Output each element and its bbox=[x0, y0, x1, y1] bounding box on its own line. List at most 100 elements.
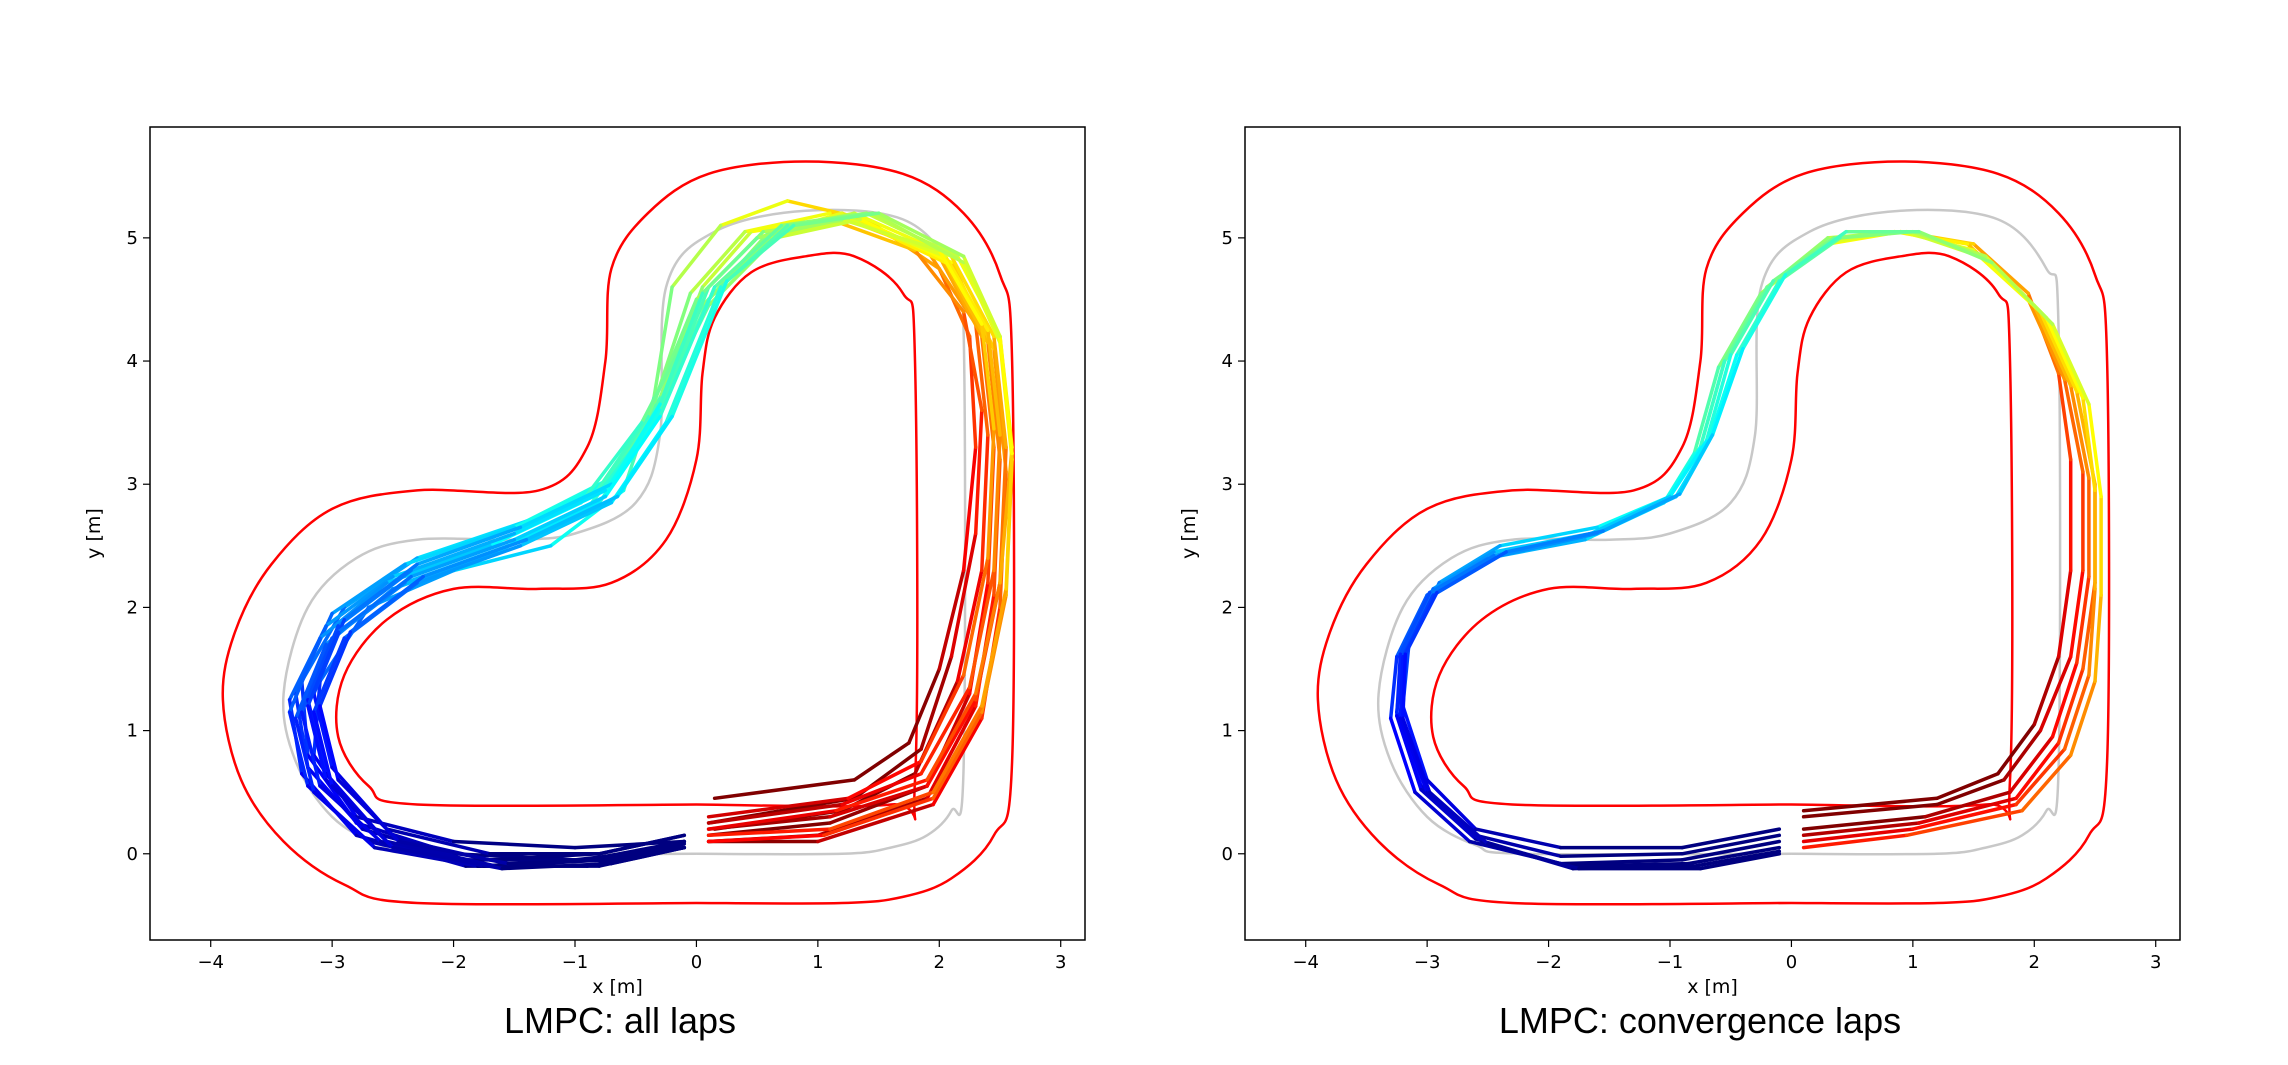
x-tick-label: −1 bbox=[1657, 952, 1684, 973]
lap-segment bbox=[998, 334, 1014, 456]
lap-segment bbox=[961, 445, 978, 573]
y-axis-label: y [m] bbox=[83, 508, 105, 559]
x-tick-label: 2 bbox=[2029, 952, 2040, 973]
lap-segment bbox=[1504, 529, 1605, 554]
lap-segment bbox=[700, 236, 759, 296]
lap-segment bbox=[1401, 716, 1432, 794]
lap-segment bbox=[1801, 802, 1939, 819]
lap-segment bbox=[306, 624, 340, 702]
x-tick-label: 0 bbox=[1786, 952, 1797, 973]
y-tick-label: 4 bbox=[127, 351, 138, 372]
y-tick-label: 0 bbox=[127, 844, 138, 865]
lap-segment bbox=[706, 802, 844, 825]
lap-segment bbox=[1692, 365, 1721, 456]
lap-segment bbox=[1911, 802, 2018, 831]
lap-segment bbox=[1707, 353, 1739, 443]
lap-segment bbox=[925, 704, 978, 801]
lap-segment bbox=[397, 839, 510, 866]
lap-segment bbox=[2068, 383, 2091, 480]
lap-segment bbox=[342, 562, 419, 622]
lap-segment bbox=[664, 285, 723, 425]
lap-segment bbox=[688, 229, 747, 296]
lap-trajectory-4 bbox=[287, 211, 996, 868]
lap-segment bbox=[2068, 679, 2097, 757]
lap-segment bbox=[318, 704, 340, 782]
lap-segment bbox=[2002, 728, 2043, 782]
y-tick-label: 3 bbox=[127, 474, 138, 495]
lap-segment bbox=[1917, 229, 1994, 265]
lap-segment bbox=[816, 796, 929, 838]
lap-segment bbox=[1425, 790, 1484, 844]
y-axis-label: y [m] bbox=[1178, 508, 1200, 559]
lap-segment bbox=[961, 556, 990, 677]
lap-segment bbox=[403, 525, 517, 567]
lap-segment bbox=[822, 796, 935, 838]
lap-segment bbox=[385, 839, 498, 868]
lap-segment bbox=[591, 414, 650, 499]
lap-segment bbox=[1401, 652, 1408, 721]
lap-segment bbox=[2081, 396, 2097, 493]
lap-segment bbox=[2093, 593, 2103, 684]
lap-segment bbox=[1698, 852, 1782, 871]
x-tick-label: −3 bbox=[319, 952, 346, 973]
lap-segment bbox=[597, 833, 687, 856]
lap-segment bbox=[1435, 550, 1508, 595]
lap-segment bbox=[293, 642, 328, 721]
x-tick-label: −2 bbox=[440, 952, 467, 973]
panel-all-laps: −4 −3 −2 −1 0 1 2 3 0 1 2 3 4 5 x [m] y [m] bbox=[83, 126, 1086, 998]
lap-segment bbox=[931, 710, 984, 801]
lap-segment bbox=[1004, 451, 1014, 591]
lap-segment bbox=[1783, 229, 1848, 277]
caption-all-laps: LMPC: all laps bbox=[503, 1000, 737, 1041]
lap-segment bbox=[992, 433, 1002, 573]
lap-segment bbox=[1741, 273, 1788, 351]
lap-segment bbox=[2014, 741, 2061, 801]
lap-segment bbox=[840, 217, 942, 252]
lap-segment bbox=[840, 771, 923, 807]
lap-segment bbox=[312, 790, 377, 850]
lap-segment bbox=[1413, 790, 1472, 844]
lap-segment bbox=[1801, 796, 1939, 813]
lap-segment bbox=[658, 291, 705, 406]
lap-segment bbox=[415, 525, 523, 567]
lap-trajectory-9 bbox=[312, 217, 996, 856]
y-tick-label: 1 bbox=[1222, 721, 1233, 742]
lap-segment bbox=[967, 568, 996, 690]
lap-segment bbox=[1935, 771, 2000, 801]
lap-segment bbox=[609, 842, 687, 862]
lap-segment bbox=[1692, 849, 1782, 868]
lap-segment bbox=[2087, 587, 2097, 677]
lap-segment bbox=[1996, 722, 2037, 776]
lap-segment bbox=[973, 408, 984, 536]
lap-segment bbox=[1923, 790, 2012, 819]
lap-segment bbox=[1801, 821, 1921, 838]
x-tick-label: −3 bbox=[1414, 952, 1441, 973]
lap-segment bbox=[980, 587, 1008, 708]
lap-segment bbox=[318, 630, 353, 708]
y-tick-label: 1 bbox=[127, 721, 138, 742]
y-tick-label: 5 bbox=[127, 228, 138, 249]
lap-segment bbox=[506, 858, 614, 866]
lap-segment bbox=[318, 784, 383, 844]
lap-segment bbox=[986, 328, 1002, 437]
lap-segment bbox=[1398, 654, 1405, 721]
lap-segment bbox=[1801, 827, 1915, 844]
track-centerline bbox=[281, 208, 967, 856]
x-tick-label: 3 bbox=[2150, 952, 2161, 973]
lap-trajectory-2 bbox=[1395, 229, 2085, 858]
plot-frame bbox=[149, 126, 1086, 941]
x-tick-label: −4 bbox=[197, 952, 224, 973]
lap-segment bbox=[1990, 260, 2055, 326]
lap-segment bbox=[2044, 316, 2085, 400]
lap-segment bbox=[1905, 808, 2024, 838]
lap-segment bbox=[1710, 346, 1745, 437]
track-inner-boundary bbox=[334, 251, 919, 821]
lap-segment bbox=[372, 845, 480, 868]
lap-segment bbox=[949, 254, 996, 339]
x-tick-label: 0 bbox=[691, 952, 702, 973]
lap-segment bbox=[743, 211, 832, 234]
lap-segment bbox=[961, 254, 1002, 339]
track-outer-boundary bbox=[221, 160, 1016, 906]
lap-segment bbox=[670, 223, 723, 289]
